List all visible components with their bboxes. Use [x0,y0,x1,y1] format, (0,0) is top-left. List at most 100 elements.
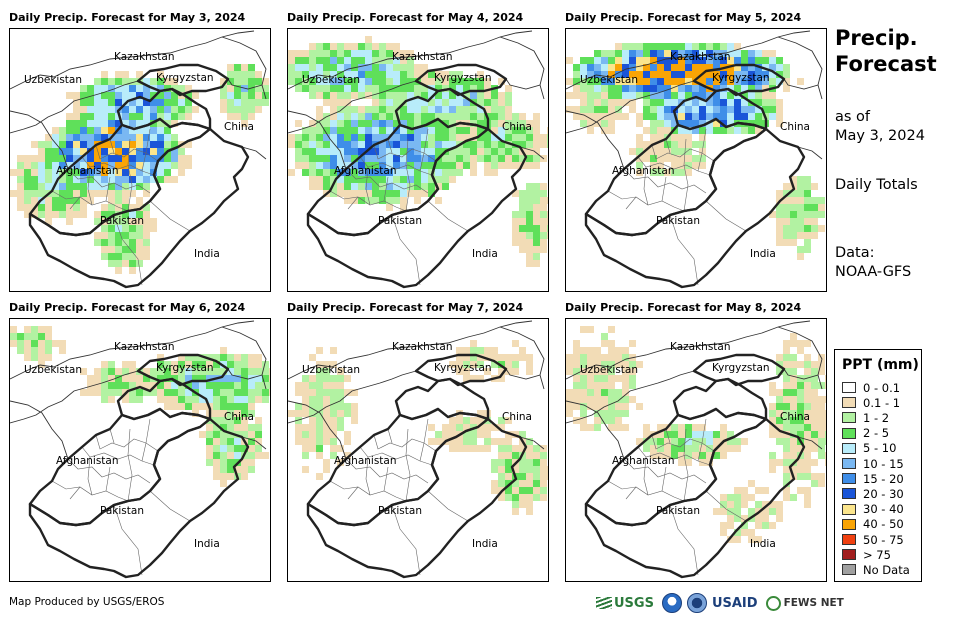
legend-title: PPT (mm) [842,357,919,373]
precip-raster [288,36,548,267]
map-label-pakistan: Pakistan [100,505,144,517]
legend-label: 5 - 10 [863,441,897,456]
data-label: Data: [835,245,875,261]
map-label-india: India [194,248,220,260]
precip-map: Kazakhstan Uzbekistan Kyrgyzstan China Afgha… [9,318,271,582]
map-label-kyrgyzstan: Kyrgyzstan [434,72,492,84]
map-label-uzbekistan: Uzbekistan [302,364,360,376]
legend-item: > 75 [842,547,891,562]
map-label-kyrgyzstan: Kyrgyzstan [712,362,770,374]
legend-label: 15 - 20 [863,471,904,486]
map-label-pakistan: Pakistan [100,215,144,227]
usaid-logo: USAID [711,595,758,611]
forecast-panel: Daily Precip. Forecast for May 8, 2024 Ka… [565,301,827,582]
map-label-india: India [750,538,776,550]
map-label-pakistan: Pakistan [378,505,422,517]
map-label-china: China [780,411,810,423]
legend-item: 40 - 50 [842,517,904,532]
legend-item: 10 - 15 [842,456,904,471]
map-label-india: India [472,248,498,260]
fewsnet-leaf-icon [765,595,781,611]
legend-item: 0.1 - 1 [842,395,900,410]
map-label-uzbekistan: Uzbekistan [580,74,638,86]
map-label-afghanistan: Afghanistan [334,455,397,467]
legend-swatch [842,382,856,393]
legend-label: 2 - 5 [863,426,890,441]
map-label-afghanistan: Afghanistan [612,455,675,467]
legend-item: 5 - 10 [842,441,896,456]
map-label-india: India [194,538,220,550]
map-label-pakistan: Pakistan [378,215,422,227]
map-label-uzbekistan: Uzbekistan [302,74,360,86]
map-label-china: China [780,121,810,133]
precip-map: Kazakhstan Uzbekistan Kyrgyzstan China Afgha… [287,28,549,292]
precip-map: Kazakhstan Uzbekistan Kyrgyzstan China Afgha… [565,28,827,292]
data-source: NOAA-GFS [835,264,912,280]
usgs-logo-text: USGS [614,595,654,611]
sidebar-title-line2: Forecast [835,52,937,76]
legend-swatch [842,488,856,500]
sidebar-title: Precip. Forecast [835,25,937,77]
logo-bar: USGS USAID FEWS NET [596,592,844,614]
legend-item: 50 - 75 [842,532,904,547]
forecast-panel: Daily Precip. Forecast for May 5, 2024 Ka… [565,11,827,292]
map-label-kazakhstan: Kazakhstan [114,341,175,353]
legend-item: 20 - 30 [842,486,904,501]
legend-swatch [842,397,856,409]
map-label-china: China [224,411,254,423]
legend-item: 0 - 0.1 [842,380,900,395]
panel-title: Daily Precip. Forecast for May 8, 2024 [565,301,802,314]
totals-label: Daily Totals [835,177,918,193]
map-svg: Kazakhstan Uzbekistan Kyrgyzstan China Afgha… [566,30,825,289]
legend-swatch [842,427,856,439]
map-label-uzbekistan: Uzbekistan [580,364,638,376]
panel-title: Daily Precip. Forecast for May 5, 2024 [565,11,802,24]
legend-label: 1 - 2 [863,410,890,425]
sidebar-title-line1: Precip. [835,26,918,50]
legend-label: 40 - 50 [863,517,904,532]
map-label-kazakhstan: Kazakhstan [392,341,453,353]
legend-swatch [842,473,856,485]
precip-map: Kazakhstan Uzbekistan Kyrgyzstan China Afgha… [287,318,549,582]
legend-swatch [842,503,856,515]
map-label-kyrgyzstan: Kyrgyzstan [156,362,214,374]
panel-title: Daily Precip. Forecast for May 6, 2024 [9,301,246,314]
legend-item: 15 - 20 [842,471,904,486]
map-label-kazakhstan: Kazakhstan [392,51,453,63]
panel-title: Daily Precip. Forecast for May 3, 2024 [9,11,246,24]
map-svg: Kazakhstan Uzbekistan Kyrgyzstan China Afgha… [10,320,270,579]
legend-label: 50 - 75 [863,532,904,547]
map-label-india: India [472,538,498,550]
map-label-india: India [750,248,776,260]
map-label-kyrgyzstan: Kyrgyzstan [434,362,492,374]
legend-item: 30 - 40 [842,502,904,517]
map-label-kazakhstan: Kazakhstan [670,51,731,63]
map-label-pakistan: Pakistan [656,215,700,227]
as-of-date: May 3, 2024 [835,128,925,144]
legend-item: 1 - 2 [842,410,889,425]
legend-swatch [842,458,856,469]
fewsnet-logo: FEWS NET [765,595,844,611]
forecast-panel: Daily Precip. Forecast for May 4, 2024 Ka… [287,11,549,292]
usgs-mark-icon [596,597,612,609]
legend-label: > 75 [863,547,891,562]
map-label-kyrgyzstan: Kyrgyzstan [712,72,770,84]
legend-swatch [842,564,856,576]
map-label-china: China [224,121,254,133]
legend-item: 2 - 5 [842,426,889,441]
precip-raster [10,64,269,274]
precip-raster [10,326,270,487]
map-label-afghanistan: Afghanistan [56,165,119,177]
nasa-seal-icon [686,593,707,613]
map-label-uzbekistan: Uzbekistan [24,364,82,376]
map-svg: Kazakhstan Uzbekistan Kyrgyzstan China Afgha… [288,30,548,289]
legend-swatch [842,442,856,454]
as-of-label: as of [835,109,871,125]
legend-label: 10 - 15 [863,456,904,471]
fewsnet-logo-text: FEWS NET [783,597,844,609]
map-svg: Kazakhstan Uzbekistan Kyrgyzstan China Afgha… [566,320,826,579]
forecast-panel: Daily Precip. Forecast for May 7, 2024 Ka… [287,301,549,582]
map-label-china: China [502,121,532,133]
map-label-kazakhstan: Kazakhstan [114,51,175,63]
legend-swatch [842,549,856,561]
